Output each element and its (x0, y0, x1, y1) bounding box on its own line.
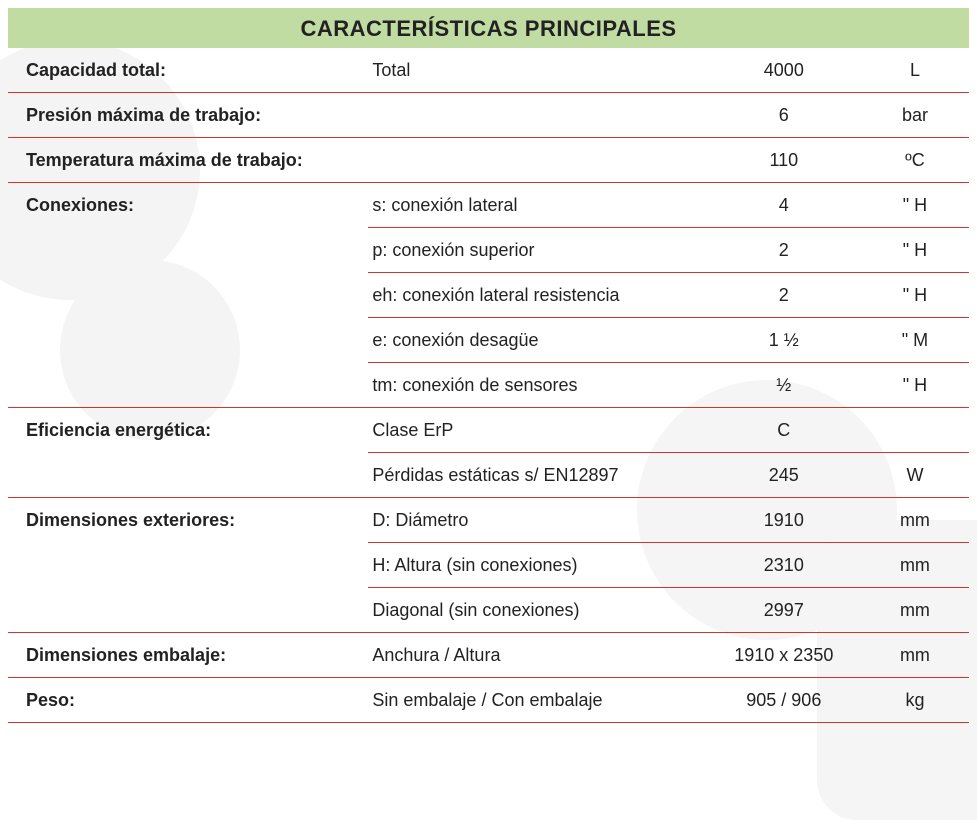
row-value: 245 (699, 453, 869, 498)
row-label: Temperatura máxima de trabajo: (8, 138, 368, 183)
row-value: 2997 (699, 588, 869, 633)
row-sublabel: Clase ErP (368, 408, 698, 453)
row-label (8, 588, 368, 633)
row-unit: " H (869, 273, 969, 318)
row-unit: " H (869, 228, 969, 273)
row-label (8, 228, 368, 273)
row-sublabel: D: Diámetro (368, 498, 698, 543)
row-value: 905 / 906 (699, 678, 869, 723)
table-title: CARACTERÍSTICAS PRINCIPALES (8, 8, 969, 48)
row-unit (869, 408, 969, 453)
row-label (8, 453, 368, 498)
table-row: Dimensiones exteriores:D: Diámetro1910mm (8, 498, 969, 543)
row-unit: mm (869, 633, 969, 678)
row-value: 2310 (699, 543, 869, 588)
row-sublabel: Diagonal (sin conexiones) (368, 588, 698, 633)
row-value: ½ (699, 363, 869, 408)
row-sublabel (368, 138, 698, 183)
row-unit: mm (869, 543, 969, 588)
row-sublabel: Total (368, 48, 698, 93)
row-value: 6 (699, 93, 869, 138)
row-sublabel: s: conexión lateral (368, 183, 698, 228)
row-sublabel: p: conexión superior (368, 228, 698, 273)
table-row: Dimensiones embalaje:Anchura / Altura191… (8, 633, 969, 678)
row-label (8, 318, 368, 363)
row-unit: mm (869, 588, 969, 633)
row-label (8, 543, 368, 588)
row-value: 1 ½ (699, 318, 869, 363)
table-row: Diagonal (sin conexiones)2997mm (8, 588, 969, 633)
spec-table: Capacidad total:Total4000LPresión máxima… (8, 48, 969, 723)
row-sublabel: eh: conexión lateral resistencia (368, 273, 698, 318)
row-sublabel (368, 93, 698, 138)
row-label: Capacidad total: (8, 48, 368, 93)
row-value: C (699, 408, 869, 453)
table-row: Capacidad total:Total4000L (8, 48, 969, 93)
row-sublabel: tm: conexión de sensores (368, 363, 698, 408)
row-label: Eficiencia energética: (8, 408, 368, 453)
table-row: eh: conexión lateral resistencia2" H (8, 273, 969, 318)
row-unit: " H (869, 363, 969, 408)
row-label (8, 363, 368, 408)
spec-table-container: CARACTERÍSTICAS PRINCIPALES Capacidad to… (8, 8, 969, 723)
row-unit: " M (869, 318, 969, 363)
row-unit: L (869, 48, 969, 93)
row-label: Dimensiones exteriores: (8, 498, 368, 543)
row-sublabel: Pérdidas estáticas s/ EN12897 (368, 453, 698, 498)
row-label: Conexiones: (8, 183, 368, 228)
table-row: tm: conexión de sensores½" H (8, 363, 969, 408)
row-unit: " H (869, 183, 969, 228)
row-value: 4 (699, 183, 869, 228)
row-value: 1910 (699, 498, 869, 543)
row-sublabel: H: Altura (sin conexiones) (368, 543, 698, 588)
table-row: Peso:Sin embalaje / Con embalaje905 / 90… (8, 678, 969, 723)
row-value: 110 (699, 138, 869, 183)
row-value: 4000 (699, 48, 869, 93)
table-row: Temperatura máxima de trabajo: 110ºC (8, 138, 969, 183)
table-row: e: conexión desagüe1 ½" M (8, 318, 969, 363)
table-row: Pérdidas estáticas s/ EN12897245W (8, 453, 969, 498)
row-label: Peso: (8, 678, 368, 723)
row-sublabel: Anchura / Altura (368, 633, 698, 678)
row-unit: kg (869, 678, 969, 723)
row-sublabel: Sin embalaje / Con embalaje (368, 678, 698, 723)
row-unit: W (869, 453, 969, 498)
row-value: 2 (699, 228, 869, 273)
table-row: Conexiones:s: conexión lateral4" H (8, 183, 969, 228)
row-label: Dimensiones embalaje: (8, 633, 368, 678)
row-sublabel: e: conexión desagüe (368, 318, 698, 363)
row-unit: bar (869, 93, 969, 138)
row-unit: mm (869, 498, 969, 543)
row-value: 1910 x 2350 (699, 633, 869, 678)
table-row: Presión máxima de trabajo: 6bar (8, 93, 969, 138)
table-row: Eficiencia energética:Clase ErPC (8, 408, 969, 453)
table-row: p: conexión superior2" H (8, 228, 969, 273)
row-label: Presión máxima de trabajo: (8, 93, 368, 138)
row-value: 2 (699, 273, 869, 318)
table-row: H: Altura (sin conexiones)2310mm (8, 543, 969, 588)
row-label (8, 273, 368, 318)
row-unit: ºC (869, 138, 969, 183)
